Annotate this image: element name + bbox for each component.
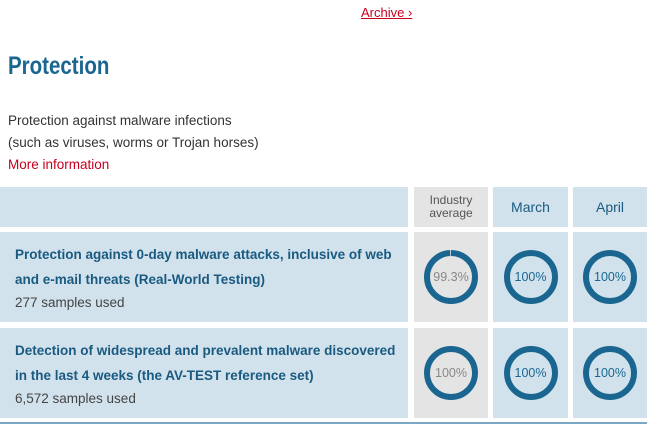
score-value: 100%: [514, 366, 547, 380]
page-title: Protection: [8, 52, 110, 80]
column-header-april: April: [573, 187, 647, 227]
ring-arc: [583, 250, 637, 304]
ring-arc: [583, 346, 637, 400]
table-row-label: Protection against 0-day malware attacks…: [0, 232, 408, 322]
archive-link[interactable]: Archive ›: [361, 5, 413, 20]
score-value: 100%: [594, 366, 626, 380]
score-cell: 99.3%: [414, 232, 488, 322]
ring-arc: [424, 250, 478, 304]
row-samples: 6,572 samples used: [15, 391, 136, 406]
column-header-march: March: [493, 187, 568, 227]
score-cell: 100%: [493, 328, 568, 418]
table-bottom-border: [0, 422, 647, 424]
row-title: Protection against 0-day malware attacks…: [15, 247, 392, 287]
score-ring: 100%: [503, 346, 558, 400]
score-ring: 100%: [424, 346, 478, 400]
ring-arc: [503, 250, 558, 304]
score-value: 100%: [594, 270, 626, 284]
score-ring: 100%: [583, 250, 637, 304]
score-cell: 100%: [414, 328, 488, 418]
table-row-label: Detection of widespread and prevalent ma…: [0, 328, 408, 418]
ring-arc: [503, 346, 558, 400]
score-ring: 100%: [503, 250, 558, 304]
score-value: 100%: [514, 270, 547, 284]
ring-arc: [424, 346, 478, 400]
score-cell: 100%: [573, 232, 647, 322]
score-ring: 100%: [583, 346, 637, 400]
score-value: 99.3%: [433, 270, 469, 284]
description-line: Protection against malware infections: [8, 113, 232, 128]
row-samples: 277 samples used: [15, 295, 125, 310]
description-line: (such as viruses, worms or Trojan horses…: [8, 135, 259, 150]
score-cell: 100%: [573, 328, 647, 418]
column-header-industry-average: Industry average: [414, 187, 488, 227]
more-information-link[interactable]: More information: [8, 157, 110, 172]
score-ring: 99.3%: [424, 250, 478, 304]
description: Protection against malware infections (s…: [8, 110, 259, 176]
score-value: 100%: [435, 366, 467, 380]
header-blank: [0, 187, 408, 227]
score-cell: 100%: [493, 232, 568, 322]
row-title: Detection of widespread and prevalent ma…: [15, 343, 396, 383]
